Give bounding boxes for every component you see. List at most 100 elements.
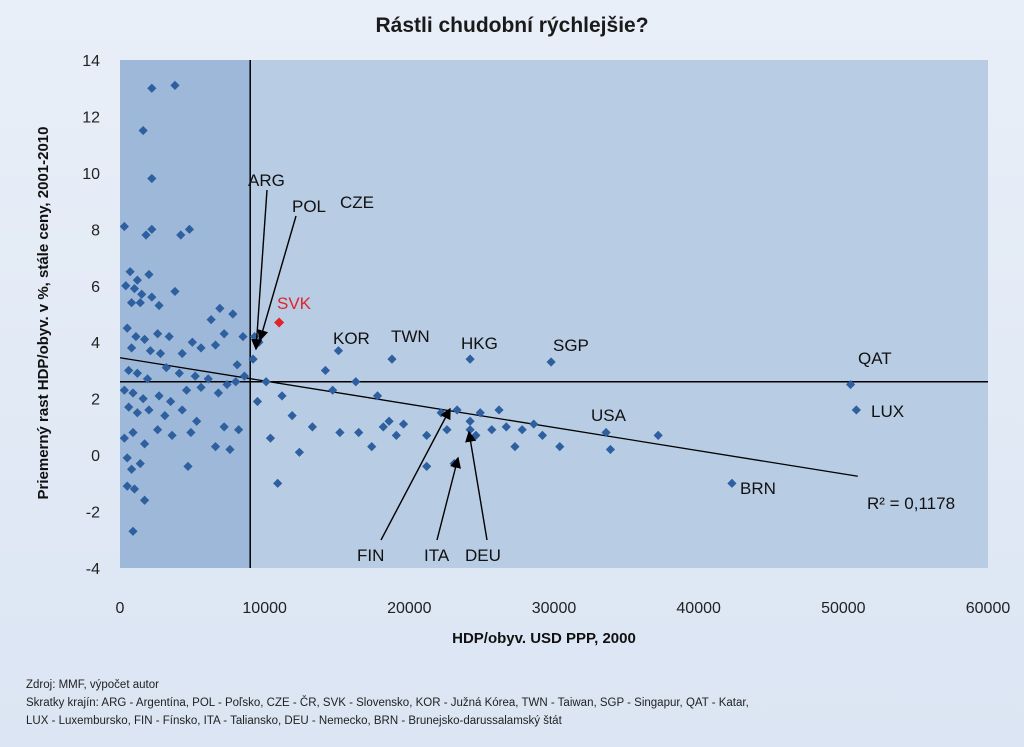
- data-point: [177, 348, 187, 359]
- data-point: [537, 430, 548, 440]
- data-point: [601, 427, 611, 438]
- x-tick-label: 20000: [387, 600, 432, 617]
- y-tick-label: 8: [91, 222, 100, 239]
- data-point: [422, 430, 432, 440]
- data-point: [333, 346, 344, 356]
- data-point: [166, 396, 176, 407]
- data-point: [124, 402, 134, 412]
- data-point: [125, 267, 135, 277]
- data-point: [196, 343, 206, 353]
- data-point: [135, 298, 145, 308]
- data-point: [465, 354, 475, 364]
- data-point: [181, 385, 192, 395]
- x-tick-label: 0: [116, 600, 125, 617]
- data-point: [170, 80, 180, 90]
- label-lux: LUX: [871, 402, 904, 421]
- y-tick-label: 4: [91, 335, 100, 352]
- data-point: [851, 405, 861, 415]
- data-point: [135, 458, 145, 469]
- x-axis-title: HDP/obyv. USD PPP, 2000: [452, 630, 636, 647]
- data-point: [126, 298, 137, 308]
- abbreviations-line-1: Skratky krajín: ARG - Argentína, POL - P…: [26, 697, 749, 709]
- data-point: [177, 405, 187, 415]
- data-point: [139, 334, 150, 344]
- data-point: [183, 461, 193, 471]
- data-point: [487, 425, 497, 435]
- data-point: [232, 360, 242, 370]
- data-point: [147, 224, 157, 234]
- data-point: [131, 331, 141, 342]
- data-point: [225, 444, 235, 455]
- data-point: [475, 408, 485, 418]
- label-cze: CZE: [340, 193, 374, 212]
- data-point: [141, 230, 151, 240]
- data-point: [164, 331, 174, 342]
- data-point: [452, 405, 462, 415]
- data-point: [153, 329, 163, 339]
- scatter-chart: ARG POL CZE SVK KOR TWN HKG SGP QAT LUX USA BRN FIN I…: [35, 53, 1011, 647]
- data-point: [845, 379, 856, 390]
- data-point: [206, 315, 216, 325]
- data-point: [129, 284, 140, 294]
- data-point: [192, 416, 202, 426]
- label-kor: KOR: [333, 329, 370, 348]
- data-point: [555, 442, 565, 452]
- label-brn: BRN: [740, 479, 776, 498]
- data-point: [219, 329, 229, 339]
- y-axis-title: Priemerný rast HDP/obyv. v %, stále ceny…: [35, 127, 52, 500]
- data-point: [727, 478, 737, 488]
- data-point: [510, 442, 520, 452]
- data-point: [287, 411, 297, 421]
- data-point: [122, 323, 132, 333]
- data-point: [126, 464, 137, 474]
- x-tick-label: 10000: [242, 600, 287, 617]
- data-point: [494, 405, 504, 415]
- data-point: [398, 419, 409, 429]
- data-point: [122, 453, 132, 463]
- label-fin: FIN: [357, 546, 384, 565]
- r-squared-label: R² = 0,1178: [867, 494, 955, 513]
- y-tick-label: 14: [82, 53, 100, 70]
- data-point: [529, 419, 539, 429]
- label-svk: SVK: [277, 294, 312, 313]
- data-point: [126, 343, 137, 353]
- data-point: [442, 425, 452, 435]
- data-point: [228, 309, 238, 319]
- data-point: [184, 224, 195, 234]
- data-point: [147, 83, 157, 93]
- data-point: [174, 368, 184, 378]
- data-point: [605, 444, 616, 455]
- label-usa: USA: [591, 406, 627, 425]
- label-deu: DEU: [465, 546, 501, 565]
- data-point: [167, 430, 177, 440]
- data-point: [465, 416, 475, 426]
- data-point: [161, 363, 171, 373]
- label-arg: ARG: [248, 171, 285, 190]
- label-qat: QAT: [858, 349, 892, 368]
- data-point: [176, 230, 186, 240]
- data-point: [273, 478, 283, 488]
- x-tick-label: 50000: [821, 600, 866, 617]
- data-point: [653, 430, 663, 440]
- x-tick-label: 60000: [966, 600, 1011, 617]
- data-point: [248, 354, 258, 364]
- label-ita: ITA: [424, 546, 450, 565]
- data-point: [328, 385, 338, 395]
- data-point: [294, 447, 304, 457]
- data-point: [139, 439, 150, 449]
- data-point: [422, 461, 432, 471]
- data-point: [546, 357, 556, 367]
- data-point: [144, 269, 154, 280]
- data-point: [128, 388, 138, 398]
- data-point: [154, 300, 164, 311]
- x-axis-ticks: 0 10000 20000 30000 40000 50000 60000: [116, 600, 1011, 617]
- data-point: [190, 371, 200, 381]
- data-point: [391, 430, 401, 440]
- data-point: [196, 382, 206, 392]
- data-point: [210, 442, 221, 452]
- annotation-labels: ARG POL CZE SVK KOR TWN HKG SGP QAT LUX USA BRN FIN I…: [248, 171, 955, 565]
- data-point: [186, 427, 196, 438]
- data-point: [132, 408, 142, 418]
- label-pol: POL: [292, 197, 326, 216]
- plot-area: [120, 60, 988, 568]
